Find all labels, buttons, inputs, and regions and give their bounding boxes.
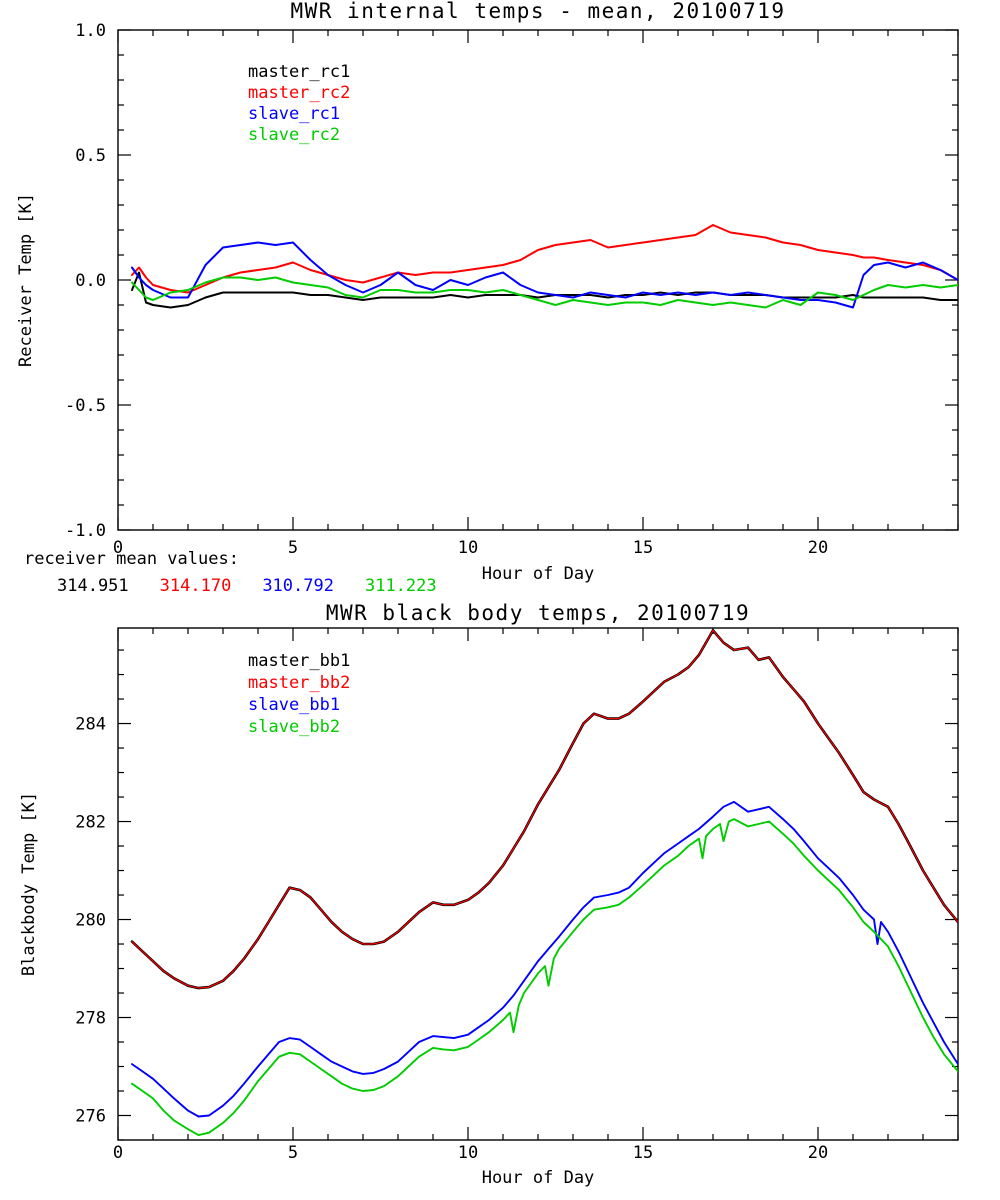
x-tick-label: 15 [633,538,653,558]
series-master_bb2 [131,629,958,989]
chart-title: MWR internal temps - mean, 20100719 [290,0,785,23]
y-tick-label: 0.5 [75,146,106,166]
receiver-temp-chart: 0 5 10 15 20 1.0 0.5 0.0 -0.5 -1.0 MWR internal te… [16,0,959,584]
legend-master_bb1: master_bb1 [248,651,350,671]
y-axis-label: Blackbody Temp [K] [19,792,39,976]
x-tick-label: 0 [113,1143,123,1163]
series-master_rc2 [131,224,958,294]
y-tick-label: 280 [75,911,106,931]
x-tick-label: 5 [288,538,298,558]
y-tick-label: 278 [75,1009,106,1029]
series-slave_bb2 [131,818,958,1137]
x-tick-label: 0 [113,538,123,558]
legend-master_rc2: master_rc2 [248,83,350,103]
legend-slave_bb2: slave_bb2 [248,717,340,737]
series-slave_rc1 [131,241,958,309]
y-tick-label: 284 [75,715,106,735]
x-tick-label: 5 [288,1143,298,1163]
legend-master_rc1: master_rc1 [248,62,350,82]
chart-title: MWR black body temps, 20100719 [326,601,750,625]
legend-slave_bb1: slave_bb1 [248,695,340,715]
receiver-mean-master_rc1: 314.951 [57,576,129,596]
series-slave_rc2 [131,276,958,309]
receiver-mean-master_rc2: 314.170 [159,576,232,596]
series-master_rc1 [131,271,958,309]
x-tick-label: 20 [808,1143,828,1163]
y-tick-label: -1.0 [65,521,106,541]
y-axis-label: Receiver Temp [K] [16,193,36,367]
y-tick-label: 1.0 [75,21,106,41]
receiver-mean-slave_rc1: 310.792 [262,576,334,596]
receiver-mean-slave_rc2: 311.223 [364,576,437,596]
y-tick-label: 0.0 [75,271,106,291]
plot-box [117,29,959,531]
series-slave_bb1 [131,800,958,1118]
legend-master_bb2: master_bb2 [248,673,350,693]
y-tick-label: -0.5 [65,396,106,416]
x-tick-label: 10 [458,538,478,558]
y-tick-label: 282 [75,813,106,833]
x-tick-label: 15 [633,1143,653,1163]
y-tick-label: 276 [75,1107,106,1127]
receiver-mean-values-row: 314.951 314.170 310.792 311.223 [57,576,437,596]
x-tick-label: 20 [808,538,828,558]
blackbody-temp-chart: 0 5 10 15 20 284 282 280 278 276 MWR black body te… [19,601,959,1188]
receiver-mean-values-label: receiver mean values: [24,549,239,569]
x-tick-label: 10 [458,1143,478,1163]
legend-slave_rc1: slave_rc1 [248,104,340,124]
x-axis-label: Hour of Day [482,1168,595,1188]
x-axis-label: Hour of Day [482,564,595,584]
legend-slave_rc2: slave_rc2 [248,125,340,145]
